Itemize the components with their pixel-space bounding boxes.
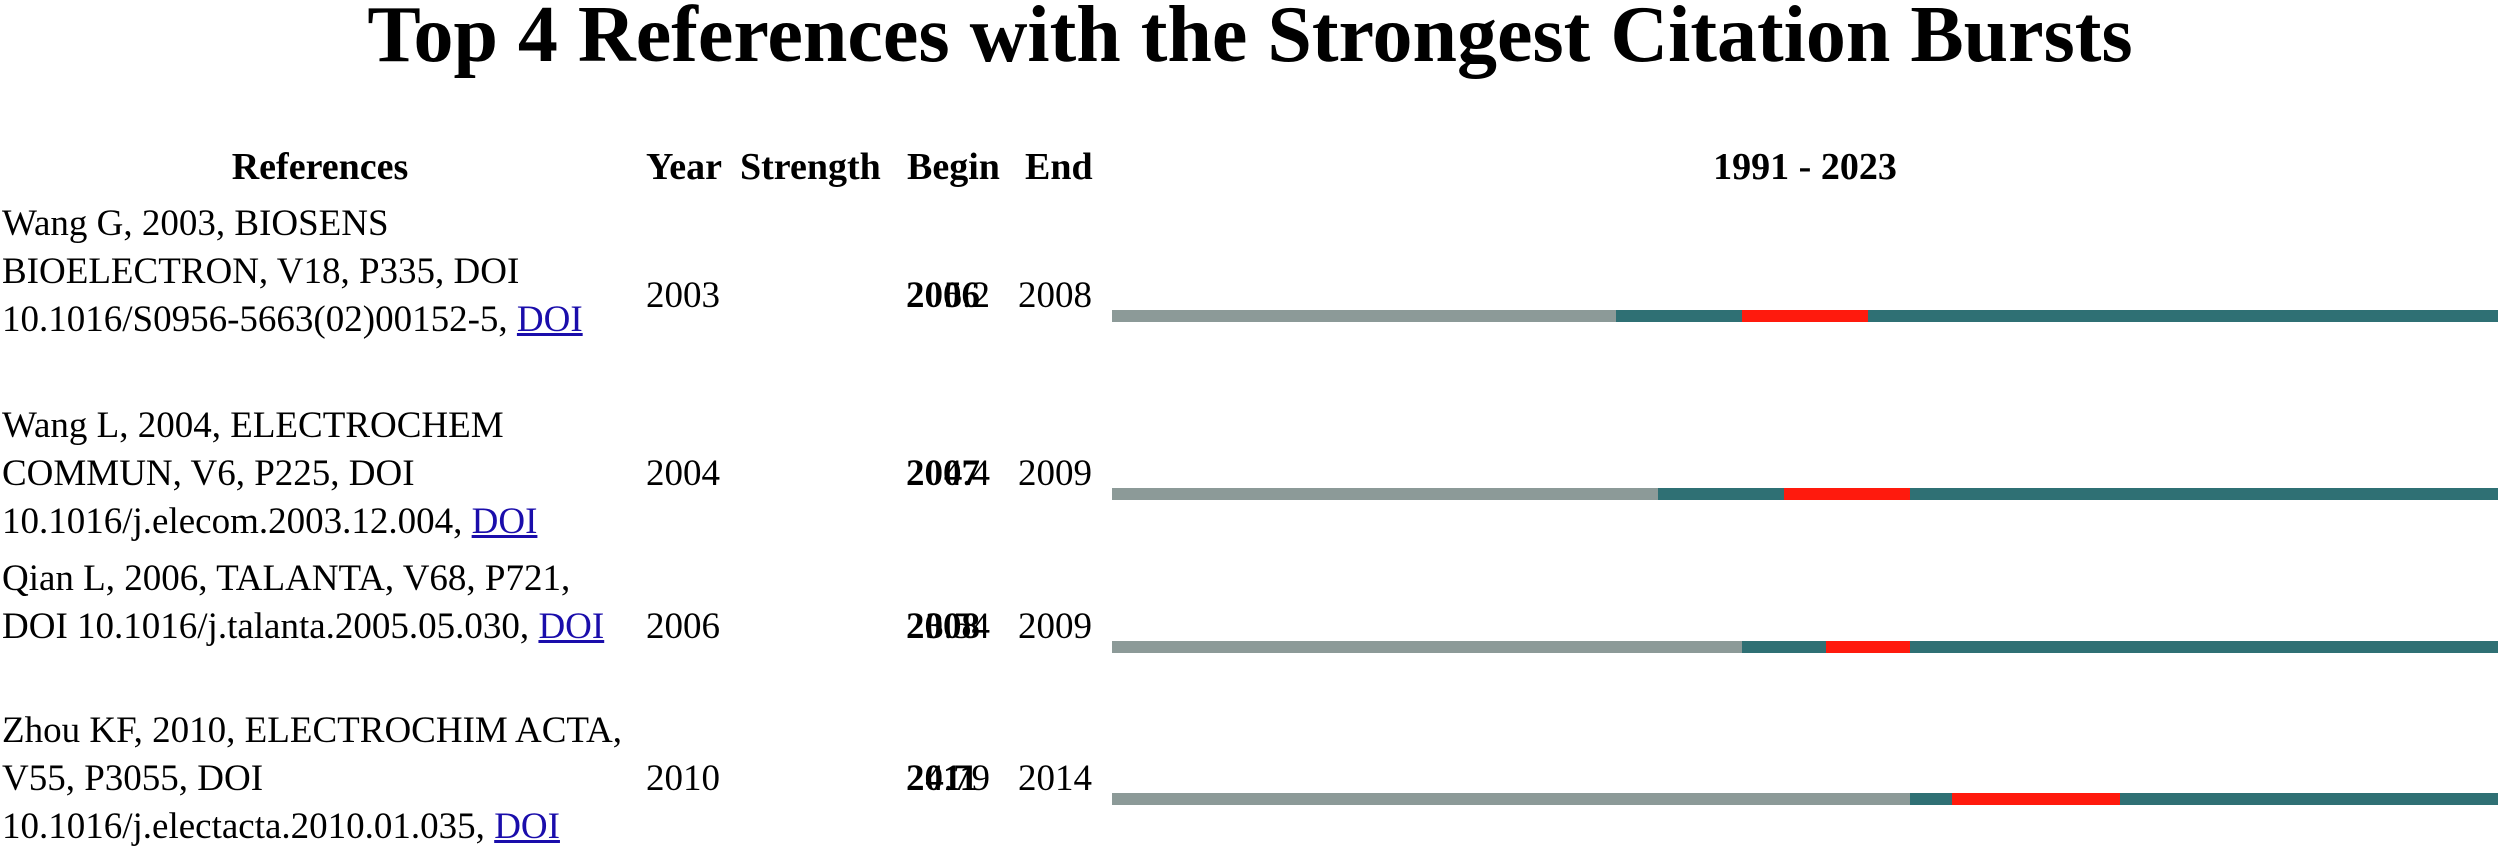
chart-title: Top 4 References with the Strongest Cita… [367, 0, 2133, 79]
burst-timeline [1112, 310, 2498, 322]
doi-link[interactable]: DOI [538, 606, 605, 647]
begin-cell: 2006 [906, 275, 980, 316]
year-cell: 2006 [646, 606, 720, 647]
doi-link[interactable]: DOI [516, 299, 583, 340]
header-references: References [231, 146, 409, 188]
end-cell: 2009 [1018, 453, 1092, 494]
header-end: End [1025, 146, 1093, 188]
strength-cell: 4.4 [943, 453, 990, 494]
active-segment [1742, 641, 2498, 653]
end-cell: 2009 [1018, 606, 1092, 647]
reference-cell: Qian L, 2006, TALANTA, V68, P721, DOI 10… [2, 555, 642, 651]
header-begin: Begin [907, 146, 1000, 188]
burst-segment [1826, 641, 1910, 653]
begin-cell: 2008 [906, 606, 980, 647]
reference-text: Wang L, 2004, ELECTROCHEM COMMUN, V6, P2… [2, 405, 504, 542]
burst-timeline [1112, 793, 2498, 805]
reference-text: Zhou KF, 2010, ELECTROCHIM ACTA, V55, P3… [2, 710, 623, 847]
strength-cell: 3.54 [925, 606, 990, 647]
doi-link[interactable]: DOI [494, 806, 560, 847]
inactive-segment [1112, 793, 1910, 805]
year-cell: 2004 [646, 453, 720, 494]
end-cell: 2008 [1018, 275, 1092, 316]
reference-cell: Wang G, 2003, BIOSENS BIOELECTRON, V18, … [2, 200, 642, 344]
burst-timeline [1112, 641, 2498, 653]
inactive-segment [1112, 641, 1742, 653]
doi-link[interactable]: DOI [471, 501, 538, 542]
header-strength: Strength [740, 146, 881, 188]
burst-segment [1784, 488, 1910, 500]
begin-cell: 2011 [906, 758, 978, 799]
year-cell: 2003 [646, 275, 720, 316]
burst-segment [1742, 310, 1868, 322]
reference-text: Qian L, 2006, TALANTA, V68, P721, DOI 10… [2, 558, 571, 647]
reference-cell: Zhou KF, 2010, ELECTROCHIM ACTA, V55, P3… [2, 707, 642, 851]
reference-text: Wang G, 2003, BIOSENS BIOELECTRON, V18, … [2, 203, 520, 340]
begin-cell: 2007 [906, 453, 980, 494]
year-cell: 2010 [646, 758, 720, 799]
inactive-segment [1112, 310, 1616, 322]
strength-cell: 5.2 [943, 275, 990, 316]
inactive-segment [1112, 488, 1658, 500]
end-cell: 2014 [1018, 758, 1092, 799]
header-timeline-range: 1991 - 2023 [1713, 146, 1897, 188]
burst-timeline [1112, 488, 2498, 500]
reference-cell: Wang L, 2004, ELECTROCHEM COMMUN, V6, P2… [2, 402, 642, 546]
header-year: Year [646, 146, 722, 188]
strength-cell: 4.79 [925, 758, 990, 799]
burst-segment [1952, 793, 2120, 805]
